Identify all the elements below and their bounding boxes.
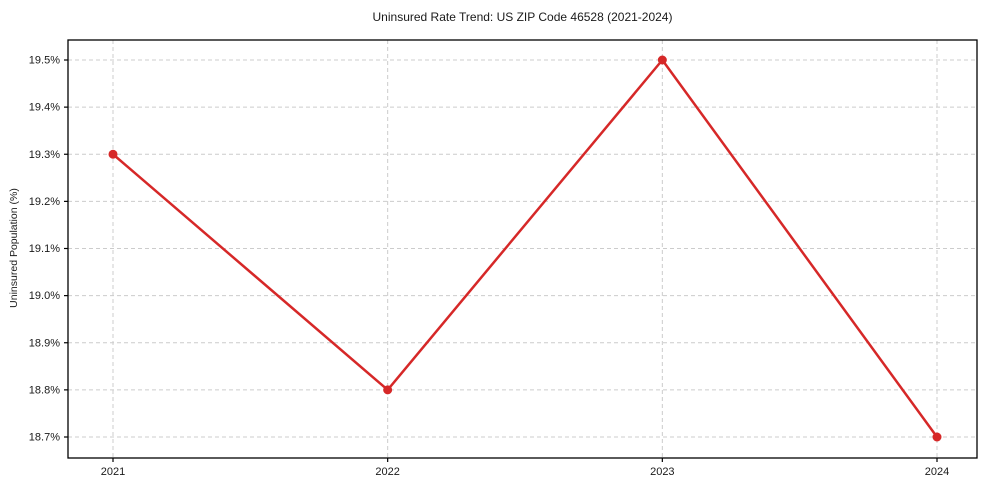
- data-point-marker: [383, 385, 393, 395]
- y-tick-label: 19.2%: [29, 196, 60, 208]
- x-tick-label: 2024: [925, 466, 949, 478]
- y-axis-label: Uninsured Population (%): [8, 188, 20, 308]
- plot-border: [67, 39, 978, 459]
- y-tick-label: 19.1%: [29, 243, 60, 255]
- chart-title: Uninsured Rate Trend: US ZIP Code 46528 …: [372, 10, 673, 24]
- y-tick-label: 19.5%: [29, 55, 60, 67]
- x-tick-label: 2022: [375, 466, 399, 478]
- chart-line: [111, 58, 939, 439]
- x-tick-label: 2021: [101, 466, 125, 478]
- y-tick-label: 18.7%: [29, 432, 60, 444]
- x-tick-label: 2023: [650, 466, 674, 478]
- y-tick-label: 19.3%: [29, 149, 60, 161]
- data-point-marker: [932, 432, 942, 442]
- data-point-marker: [108, 149, 118, 159]
- y-tick-label: 19.0%: [29, 290, 60, 302]
- y-tick-label: 18.8%: [29, 384, 60, 396]
- y-tick-label: 19.4%: [29, 102, 60, 114]
- y-tick-label: 18.9%: [29, 337, 60, 349]
- data-point-marker: [657, 55, 667, 65]
